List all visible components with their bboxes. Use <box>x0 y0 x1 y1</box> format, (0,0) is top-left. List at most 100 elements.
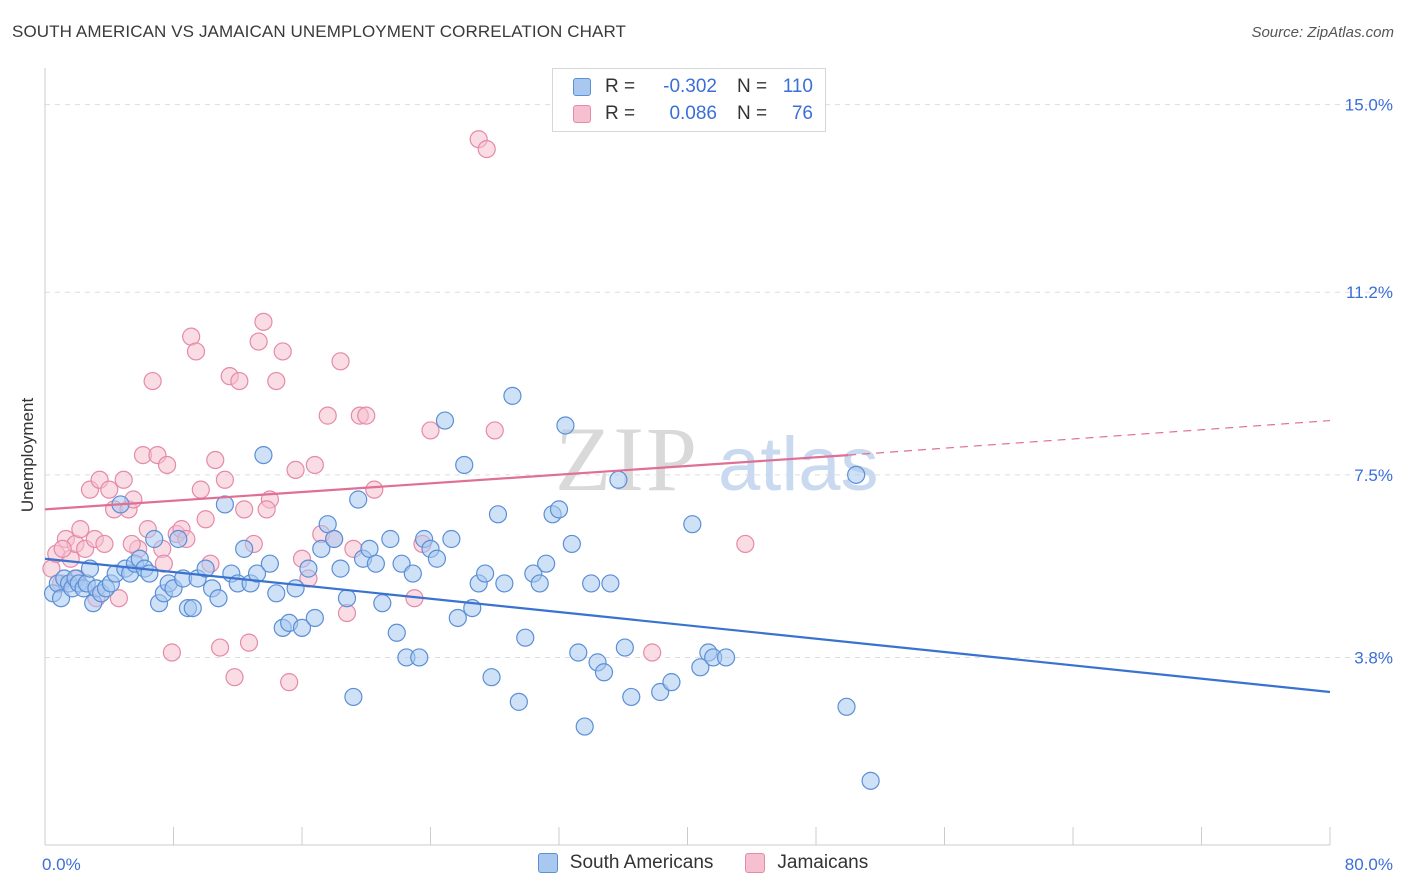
jamaican-point <box>114 470 133 489</box>
south-american-point <box>847 465 866 484</box>
jamaican-point <box>210 638 230 657</box>
south-american-point <box>183 598 202 618</box>
jamaicans-trend-extension <box>848 419 1331 456</box>
south-american-point <box>482 668 501 687</box>
south-american-point <box>622 687 641 707</box>
y-tick-label: 15.0% <box>1345 96 1393 115</box>
south-american-point <box>381 529 400 549</box>
south-american-point <box>609 470 628 489</box>
south-american-point <box>615 638 634 657</box>
jamaican-point <box>157 455 177 475</box>
r-value: -0.302 <box>663 76 717 97</box>
n-value: 110 <box>782 76 813 97</box>
south-american-point <box>387 623 406 642</box>
jamaican-point <box>239 633 259 652</box>
south-american-point <box>331 559 350 578</box>
y-axis-label: Unemployment <box>18 398 37 513</box>
south-american-point <box>312 539 331 558</box>
south-american-point <box>448 608 467 628</box>
jamaicans-trend-line <box>44 453 849 511</box>
tick-labels: 3.8% 7.5% 11.2% 15.0% 0.0% 80.0% <box>42 96 1393 874</box>
south-american-point <box>349 490 368 509</box>
south-american-point <box>209 589 228 608</box>
south-american-point <box>861 771 880 790</box>
south-american-point <box>716 648 736 667</box>
south-american-point <box>537 554 556 573</box>
r-label: R = <box>605 76 636 97</box>
legend-row-south-americans: R = -0.302 N = 110 <box>573 75 813 99</box>
y-tick-label: 3.8% <box>1354 648 1393 667</box>
jamaican-point <box>53 539 72 558</box>
legend-label: Jamaicans <box>777 852 869 873</box>
south-american-point <box>495 574 514 593</box>
south-american-point <box>366 554 385 573</box>
south-american-point <box>235 539 254 558</box>
south-americans-trend-line <box>44 557 1331 694</box>
south-american-point <box>145 529 164 549</box>
south-american-point <box>373 594 392 613</box>
south-american-point <box>691 658 710 677</box>
jamaican-point <box>421 421 440 440</box>
jamaican-point <box>357 406 376 425</box>
south-american-point <box>503 386 522 405</box>
jamaican-point <box>230 371 249 391</box>
jamaican-point <box>485 421 504 440</box>
south-american-point <box>435 411 455 430</box>
jamaican-point <box>143 371 162 391</box>
south-american-point <box>299 559 318 578</box>
r-value: 0.086 <box>669 103 717 124</box>
jamaican-point <box>267 371 286 391</box>
south-american-point <box>837 697 856 716</box>
south-american-point <box>516 628 535 647</box>
south-american-point <box>683 515 702 534</box>
x-tick-label: 0.0% <box>42 855 81 874</box>
south-american-point <box>267 584 286 603</box>
south-american-point <box>410 648 429 667</box>
jamaican-point <box>643 643 662 662</box>
south-american-point <box>196 559 215 578</box>
jamaican-point <box>154 554 173 573</box>
n-value: 76 <box>791 103 813 124</box>
south-american-point <box>286 579 305 598</box>
south-american-point <box>254 445 273 465</box>
jamaican-point <box>186 342 206 361</box>
legend-item-south-americans: South Americans <box>537 852 714 874</box>
x-tick-label: 80.0% <box>1345 855 1393 874</box>
chart-title: SOUTH AMERICAN VS JAMAICAN UNEMPLOYMENT … <box>12 22 627 41</box>
south-american-point <box>247 564 267 583</box>
south-american-point <box>662 673 681 692</box>
jamaican-point <box>100 480 119 499</box>
jamaican-point <box>225 668 244 687</box>
south-american-point <box>556 416 575 435</box>
jamaican-point <box>318 406 337 425</box>
south-american-point <box>260 554 279 573</box>
jamaican-point <box>365 480 384 499</box>
jamaican-point <box>249 332 268 351</box>
south-american-point <box>569 643 588 662</box>
south-american-point <box>403 564 422 583</box>
trend-lines <box>44 419 1331 694</box>
jamaican-point <box>196 510 215 529</box>
south-american-point <box>215 495 234 514</box>
jamaican-point <box>477 139 496 159</box>
jamaican-point <box>331 352 350 371</box>
n-label: N = <box>737 76 768 97</box>
pink-swatch <box>573 105 591 123</box>
correlation-legend: R = -0.302 N = 110 R = 0.086 N = 76 <box>552 68 826 132</box>
south-american-point <box>292 618 312 637</box>
jamaican-point <box>122 534 141 554</box>
south-american-point <box>442 529 461 549</box>
series-legend: South Americans Jamaicans <box>0 852 1406 874</box>
blue-swatch <box>537 853 558 873</box>
source-label: Source: ZipAtlas.com <box>1251 24 1394 41</box>
south-american-point <box>344 687 363 707</box>
jamaican-point <box>305 455 324 475</box>
watermark: ZIP atlas <box>555 408 879 510</box>
legend-label: South Americans <box>569 852 714 873</box>
jamaican-point <box>280 673 299 692</box>
jamaican-point <box>215 470 234 489</box>
pink-swatch <box>745 853 766 873</box>
south-american-point <box>337 589 357 608</box>
south-american-point <box>601 574 620 593</box>
